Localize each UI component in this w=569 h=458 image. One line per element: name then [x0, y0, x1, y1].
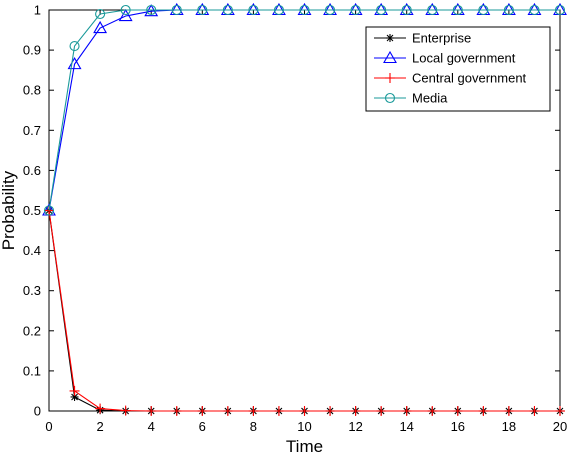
legend-item: Media	[374, 91, 448, 106]
legend-item: Local government	[374, 51, 516, 66]
y-tick-label: 0.6	[23, 163, 41, 178]
data-point-central-government	[299, 406, 310, 416]
data-point-media	[248, 4, 259, 16]
x-tick-label: 0	[45, 419, 52, 434]
legend-label: Media	[412, 91, 448, 106]
series-layer	[42, 2, 567, 416]
data-point-media	[376, 4, 387, 16]
data-point-media	[427, 4, 438, 16]
x-tick-label: 16	[451, 419, 465, 434]
legend-marker	[383, 50, 397, 64]
x-tick-label: 2	[96, 419, 103, 434]
data-point-media	[273, 4, 285, 16]
data-point-media	[120, 4, 131, 16]
data-point-media	[69, 41, 80, 52]
data-point-media	[197, 4, 208, 16]
data-point-enterprise	[70, 392, 79, 401]
data-point-media	[146, 4, 157, 16]
x-tick-label: 14	[399, 419, 413, 434]
data-point-central-government	[555, 406, 565, 416]
data-point-media	[401, 4, 412, 16]
y-tick-label: 0	[34, 404, 41, 419]
data-point-central-government	[401, 406, 412, 416]
legend-marker	[386, 34, 394, 42]
data-point-media	[529, 4, 540, 16]
data-point-central-government	[427, 406, 438, 416]
x-tick-label: 4	[148, 419, 155, 434]
data-point-media	[324, 4, 336, 16]
data-point-media	[171, 4, 182, 16]
data-point-central-government	[273, 406, 284, 416]
series-line-enterprise	[48, 210, 560, 412]
y-tick-label: 0.4	[23, 243, 41, 258]
x-tick-label: 6	[199, 419, 206, 434]
data-point-central-government	[376, 406, 387, 416]
series-central-government	[44, 205, 565, 416]
x-tick-label: 20	[553, 419, 567, 434]
x-tick-label: 10	[297, 419, 311, 434]
legend-label: Central government	[412, 71, 527, 86]
data-point-media	[95, 8, 106, 20]
data-point-central-government	[503, 406, 514, 416]
data-point-central-government	[350, 406, 361, 416]
legend-item: Enterprise	[374, 31, 471, 46]
legend: Enterprise Local government Central govern…	[365, 26, 551, 112]
x-tick-label: 12	[348, 419, 362, 434]
series-media	[43, 4, 566, 216]
series-line-central-government	[48, 210, 560, 412]
series-enterprise	[45, 206, 564, 415]
y-axis-ticks: 0 0.1 0.2 0.3 0.4 0.5 0.6 0.7 0.8 0.9 1	[23, 3, 560, 419]
data-point-central-government	[95, 403, 106, 414]
series-line-media	[48, 9, 560, 211]
data-point-central-government	[325, 406, 336, 416]
data-point-central-government	[197, 406, 208, 416]
x-tick-label: 8	[250, 419, 257, 434]
y-tick-label: 1	[34, 3, 41, 18]
y-tick-label: 0.1	[23, 363, 41, 378]
legend-marker	[385, 73, 395, 83]
y-tick-label: 0.2	[23, 323, 41, 338]
legend-box	[365, 26, 551, 112]
data-point-central-government	[69, 385, 80, 396]
legend-item: Central government	[374, 71, 527, 86]
data-point-media	[554, 4, 566, 16]
data-point-central-government	[222, 406, 233, 416]
data-point-central-government	[120, 405, 131, 416]
data-point-media	[299, 4, 310, 16]
y-axis-label: Probability	[0, 170, 18, 250]
y-tick-label: 0.5	[23, 203, 41, 218]
data-point-media	[452, 4, 463, 16]
data-point-central-government	[146, 406, 157, 416]
data-point-media	[478, 4, 489, 16]
y-tick-label: 0.8	[23, 83, 41, 98]
x-tick-label: 18	[502, 419, 516, 434]
data-point-central-government	[248, 406, 259, 416]
data-point-central-government	[171, 406, 182, 416]
legend-marker	[384, 92, 396, 104]
data-point-media	[350, 4, 361, 16]
x-axis-label: Time	[286, 437, 323, 456]
data-point-local-government	[118, 8, 133, 22]
data-point-central-government	[529, 406, 540, 416]
data-point-local-government	[93, 20, 108, 34]
data-point-central-government	[478, 406, 489, 416]
data-point-media	[222, 4, 233, 16]
y-tick-label: 0.7	[23, 123, 41, 138]
legend-label: Local government	[412, 51, 516, 66]
data-point-media	[503, 4, 514, 16]
data-point-central-government	[452, 406, 463, 416]
y-tick-label: 0.3	[23, 283, 41, 298]
y-tick-label: 0.9	[23, 43, 41, 58]
data-point-media	[43, 205, 55, 216]
legend-label: Enterprise	[412, 31, 471, 46]
